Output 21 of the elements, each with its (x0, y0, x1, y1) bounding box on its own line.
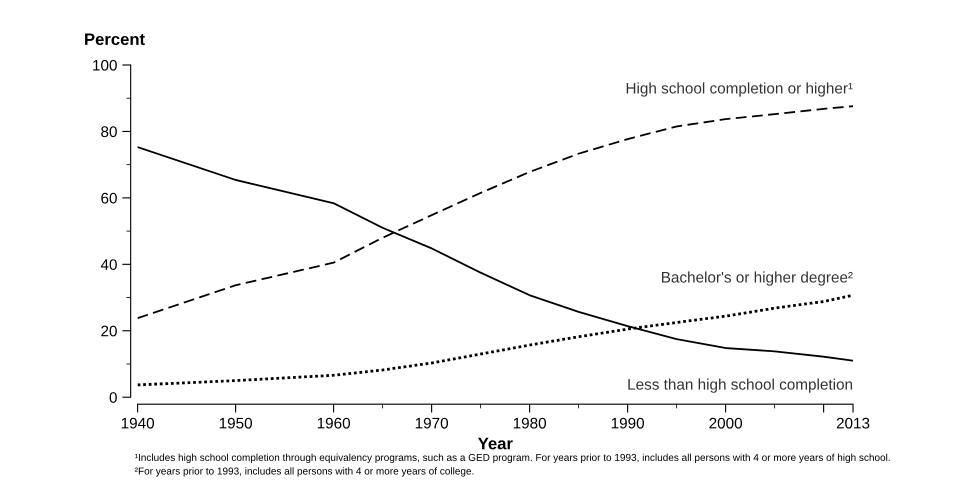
x-axis-title: Year (478, 438, 513, 450)
x-tick-label: 2013 (836, 418, 870, 429)
y-tick-label: 40 (100, 259, 117, 270)
x-tick-label: 1950 (220, 418, 252, 429)
y-tick-label: 0 (110, 392, 117, 403)
x-tick-label: 1940 (122, 418, 154, 429)
y-axis-title: Percent (85, 33, 145, 46)
y-tick-label: 60 (101, 192, 117, 204)
text: ²For years prior to 1993, includes all persons with 4 or more years of college. (134, 467, 474, 477)
text: ¹Includes high school completion through equivalency programs, such as a GED program. For years prior to 1993, includes all persons with 4 or more years of high school. (135, 454, 890, 463)
series-label: Bachelor's or higher degree² (662, 271, 853, 286)
y-tick-label: 100 (93, 60, 117, 71)
x-tick-label: 1980 (514, 418, 546, 429)
x-tick-label: 1970 (416, 418, 448, 429)
series-label: High school completion or higher¹ (626, 82, 853, 97)
x-tick-label: 2000 (709, 418, 742, 429)
y-tick-label: 20 (101, 326, 117, 336)
y-tick-label: 80 (101, 126, 117, 138)
series-label: Less than high school completion (628, 378, 852, 393)
x-tick-label: 1990 (612, 418, 644, 429)
x-tick-label: 1960 (318, 418, 350, 429)
